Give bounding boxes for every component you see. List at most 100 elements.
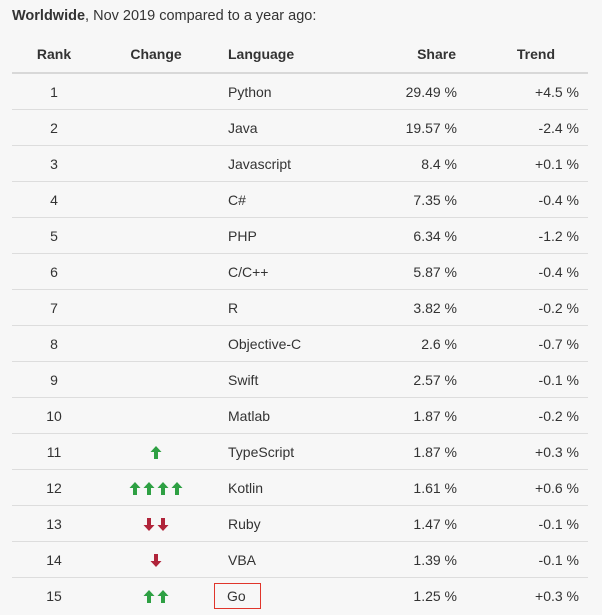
- table-row: 15 Go 1.25 % +0.3 %: [12, 578, 588, 614]
- trend-cell: -0.1 %: [484, 505, 588, 542]
- table-row: 14 VBA 1.39 % -0.1 %: [12, 541, 588, 578]
- table-row: 7 R 3.82 % -0.2 %: [12, 289, 588, 326]
- table-row: 9 Swift 2.57 % -0.1 %: [12, 361, 588, 398]
- change-cell: [96, 289, 216, 326]
- arrow-up-icon: [128, 481, 142, 496]
- change-arrows: [149, 552, 163, 568]
- share-cell: 6.34 %: [350, 217, 484, 254]
- trend-cell: +0.1 %: [484, 145, 588, 182]
- arrow-down-icon: [149, 553, 163, 568]
- table-row: 1 Python 29.49 % +4.5 %: [12, 73, 588, 110]
- rank-cell: 6: [12, 253, 96, 290]
- language-cell: Go: [214, 578, 350, 614]
- share-cell: 29.49 %: [350, 73, 484, 110]
- share-cell: 19.57 %: [350, 109, 484, 146]
- table-row: 13 Ruby 1.47 % -0.1 %: [12, 505, 588, 542]
- header-share: Share: [350, 36, 484, 74]
- header-change: Change: [96, 36, 216, 74]
- language-cell: Swift: [216, 361, 350, 398]
- change-cell: [96, 469, 216, 506]
- rank-cell: 12: [12, 469, 96, 506]
- language-cell: VBA: [216, 541, 350, 578]
- share-cell: 3.82 %: [350, 289, 484, 326]
- share-cell: 5.87 %: [350, 253, 484, 290]
- arrow-up-icon: [142, 589, 156, 604]
- table-row: 8 Objective-C 2.6 % -0.7 %: [12, 325, 588, 362]
- language-cell: PHP: [216, 217, 350, 254]
- trend-cell: +0.3 %: [484, 433, 588, 470]
- language-cell: Python: [216, 73, 350, 110]
- trend-cell: -0.7 %: [484, 325, 588, 362]
- header-row: Rank Change Language Share Trend: [12, 36, 588, 74]
- share-cell: 1.87 %: [350, 397, 484, 434]
- arrow-up-icon: [156, 589, 170, 604]
- trend-cell: -0.1 %: [484, 541, 588, 578]
- rank-cell: 15: [46, 587, 62, 604]
- table-caption: Worldwide, Nov 2019 compared to a year a…: [12, 8, 316, 24]
- table-row: 12 Kotlin 1.61 % +0.6 %: [12, 469, 588, 506]
- change-arrows: [142, 516, 170, 532]
- arrow-up-icon: [149, 445, 163, 460]
- change-arrows: [149, 444, 163, 460]
- arrow-up-icon: [170, 481, 184, 496]
- language-cell: TypeScript: [216, 433, 350, 470]
- change-cell: [96, 505, 216, 542]
- trend-cell: +0.3 %: [535, 587, 579, 604]
- language-cell: Kotlin: [216, 469, 350, 506]
- table-row: 4 C# 7.35 % -0.4 %: [12, 181, 588, 218]
- rank-cell: 13: [12, 505, 96, 542]
- trend-cell: -0.4 %: [484, 253, 588, 290]
- rank-cell: 3: [12, 145, 96, 182]
- trend-cell: -0.2 %: [484, 397, 588, 434]
- rank-cell: 11: [12, 433, 96, 470]
- arrow-down-icon: [156, 517, 170, 532]
- change-cell: [96, 361, 216, 398]
- trend-cell: -0.2 %: [484, 289, 588, 326]
- change-cell: [96, 541, 216, 578]
- change-cell: [96, 578, 216, 614]
- change-cell: [96, 181, 216, 218]
- trend-cell: -0.1 %: [484, 361, 588, 398]
- arrow-up-icon: [142, 481, 156, 496]
- table-row: 5 PHP 6.34 % -1.2 %: [12, 217, 588, 254]
- change-cell: [96, 433, 216, 470]
- language-cell: C/C++: [216, 253, 350, 290]
- table-row: 6 C/C++ 5.87 % -0.4 %: [12, 253, 588, 290]
- table-body: 1 Python 29.49 % +4.5 % 2 Java 19.57 % -2.4 % 3 J…: [12, 73, 588, 613]
- rank-cell: 5: [12, 217, 96, 254]
- rank-cell: 9: [12, 361, 96, 398]
- trend-cell: +0.6 %: [484, 469, 588, 506]
- change-cell: [96, 145, 216, 182]
- table-row: 3 Javascript 8.4 % +0.1 %: [12, 145, 588, 182]
- share-cell: 1.47 %: [350, 505, 484, 542]
- share-cell: 1.61 %: [350, 469, 484, 506]
- rank-cell: 8: [12, 325, 96, 362]
- language-cell: Matlab: [216, 397, 350, 434]
- rank-cell: 14: [12, 541, 96, 578]
- rank-cell: 10: [12, 397, 96, 434]
- rank-cell: 4: [12, 181, 96, 218]
- language-cell: C#: [216, 181, 350, 218]
- rank-cell: 2: [12, 109, 96, 146]
- change-arrows: [142, 588, 170, 604]
- change-cell: [96, 217, 216, 254]
- rank-cell: 7: [12, 289, 96, 326]
- language-cell: Ruby: [216, 505, 350, 542]
- language-cell: Javascript: [216, 145, 350, 182]
- language-cell: Objective-C: [216, 325, 350, 362]
- rank-cell: 1: [12, 73, 96, 110]
- change-cell: [96, 109, 216, 146]
- language-cell: R: [216, 289, 350, 326]
- share-cell: 1.87 %: [350, 433, 484, 470]
- caption-bold: Worldwide: [12, 8, 86, 24]
- change-cell: [96, 73, 216, 110]
- table-row: 11 TypeScript 1.87 % +0.3 %: [12, 433, 588, 470]
- change-cell: [96, 397, 216, 434]
- share-cell: 2.6 %: [350, 325, 484, 362]
- header-language: Language: [216, 36, 350, 74]
- share-cell: 1.39 %: [350, 541, 484, 578]
- change-cell: [96, 253, 216, 290]
- share-cell: 1.25 %: [413, 587, 457, 604]
- highlight-box: Go: [214, 582, 261, 609]
- table-row: 2 Java 19.57 % -2.4 %: [12, 109, 588, 146]
